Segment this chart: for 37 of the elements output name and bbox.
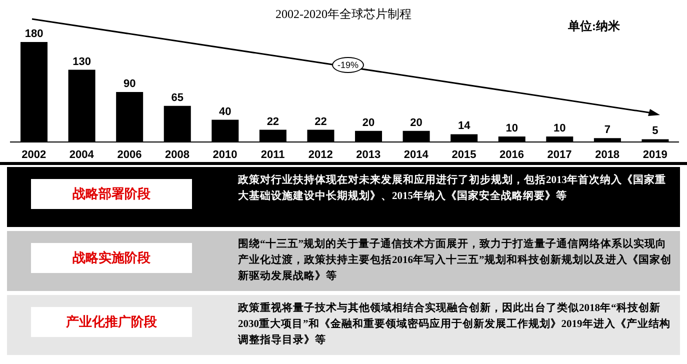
x-tick-label: 2012 [308,148,333,161]
data-label: 20 [362,116,375,129]
data-label: 14 [458,120,472,132]
text: 战略实施阶段 [31,243,192,273]
x-tick-label: 2010 [212,148,238,161]
data-label: 22 [266,116,280,128]
x-tick-label: 2013 [356,148,381,161]
data-label: 180 [24,28,44,40]
x-tick-label: 2016 [500,148,524,161]
data-label: 5 [652,125,658,138]
data-label: 65 [171,92,184,104]
x-tick-label: 2014 [404,148,430,161]
data-label: 22 [314,116,327,128]
data-label: 10 [506,122,518,134]
text: 政策对行业扶持体现在对未来发展和应用进行了初步规划，包括2013年首次纳入《国家重大基础设施建设中长期规划》、2015年纳入《国家安全战略纲要》等 [238,173,667,204]
x-tick-label: 2019 [642,148,668,161]
x-tick-label: 2018 [595,148,620,161]
text: 单位:纳米 [568,18,620,35]
text: 围绕“十三五”规划的关于量子通信技术方面展开，致力于打造量子通信网络体系以实现向产业化过渡，政策扶持主要包括2016年写入十三五”规划和科技创新规划以及进入《国家创新驱动发展战略》等 [238,237,672,284]
x-tick-label: 2004 [69,148,95,161]
chart-title: 2002-2020年全球芯片制程 [276,7,412,21]
data-label: 130 [72,56,91,68]
x-tick-label: 2015 [452,148,476,161]
x-tick-label: 2011 [260,148,285,161]
data-label: 10 [554,122,566,134]
text: 产业化推广阶段 [31,307,192,337]
x-tick-label: 2006 [117,148,142,161]
x-tick-label: 2002 [22,148,46,161]
x-tick-label: 2008 [165,148,190,161]
text: 政策重视将量子技术与其他领域相结合实现融合创新，因此出台了类似2018年“科技创新 2030重大项目”和《金融和重要领域密码应用于创新发展工作规划》2019年进入《产业结构调整指导目录》等 [238,301,672,348]
data-label: 90 [123,78,136,90]
x-tick-label: 2017 [547,148,572,161]
data-label: 7 [604,124,611,136]
text: 战略部署阶段 [31,179,192,209]
data-label: 40 [219,106,232,118]
data-label: 20 [410,116,422,129]
annotation: -19% [332,57,364,73]
